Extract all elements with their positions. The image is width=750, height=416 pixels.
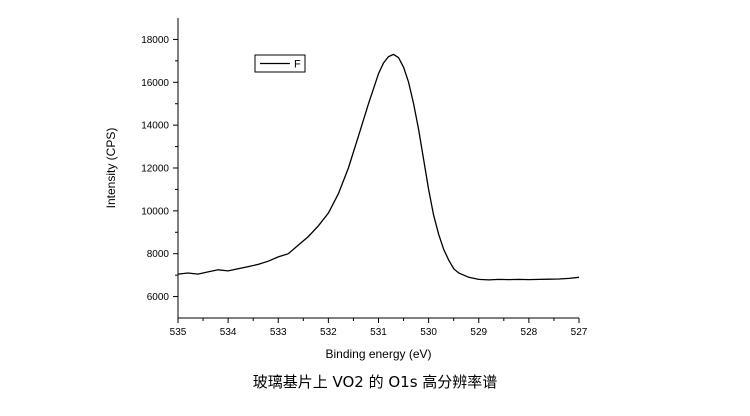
series-line-F: [177, 53, 580, 281]
x-tick-label: 532: [320, 327, 337, 338]
x-axis-title: Binding energy (eV): [325, 347, 431, 361]
o1s-spectrum-chart: 535 534 533 532 531 530 529 528 527 6000 8000 10000…: [104, 18, 588, 361]
y-tick-label: 16000: [141, 78, 169, 89]
x-tick-label: 533: [270, 327, 287, 338]
y-axis-title: Intensity (CPS): [104, 128, 118, 209]
figure-caption: 玻璃基片上 VO2 的 O1s 高分辨率谱: [252, 373, 498, 391]
x-tick-label: 530: [420, 327, 437, 338]
legend-label: F: [294, 59, 301, 71]
series-layer: [177, 53, 580, 281]
y-tick-label: 12000: [141, 164, 169, 175]
x-tick-label: 529: [470, 327, 487, 338]
y-tick-label: 14000: [141, 121, 169, 132]
x-tick-label: 534: [220, 327, 237, 338]
y-tick-label: 8000: [147, 249, 170, 260]
x-tick-label: 528: [521, 327, 538, 338]
x-tick-label: 535: [170, 327, 187, 338]
legend: F: [254, 54, 306, 73]
y-tick-label: 10000: [141, 206, 169, 217]
y-tick-label: 18000: [141, 35, 169, 46]
axes: 535 534 533 532 531 530 529 528 527 6000 8000 10000…: [141, 18, 588, 338]
y-tick-label: 6000: [147, 292, 170, 303]
x-tick-label: 531: [370, 327, 387, 338]
x-tick-label: 527: [571, 327, 588, 338]
